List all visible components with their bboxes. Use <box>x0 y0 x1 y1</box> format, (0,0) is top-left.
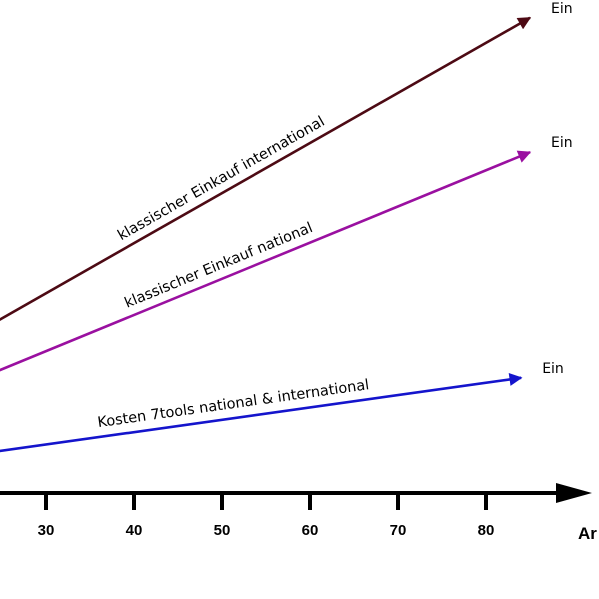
x-axis-arrowhead <box>556 483 592 503</box>
x-tick-label: 80 <box>478 522 495 539</box>
x-tick-label: 40 <box>126 522 143 539</box>
x-tick-label: 60 <box>302 522 319 539</box>
x-axis: 30 40 50 60 70 80 Ar <box>0 483 597 543</box>
x-tick-label: 70 <box>390 522 407 539</box>
series-line <box>0 16 532 321</box>
series-line <box>0 372 523 453</box>
series-line <box>0 150 532 372</box>
x-axis-label: Ar <box>578 524 597 543</box>
series-end-label: Ein <box>551 1 573 17</box>
x-tick-label: 30 <box>38 522 55 539</box>
series-labels: klassischer Einkauf internationalEinklas… <box>97 1 573 431</box>
x-axis-ticks: 30 40 50 60 70 80 <box>38 493 495 539</box>
series-lines <box>0 16 532 453</box>
series-end-label: Ein <box>542 361 564 377</box>
series-end-label: Ein <box>551 135 573 151</box>
x-tick-label: 50 <box>214 522 231 539</box>
